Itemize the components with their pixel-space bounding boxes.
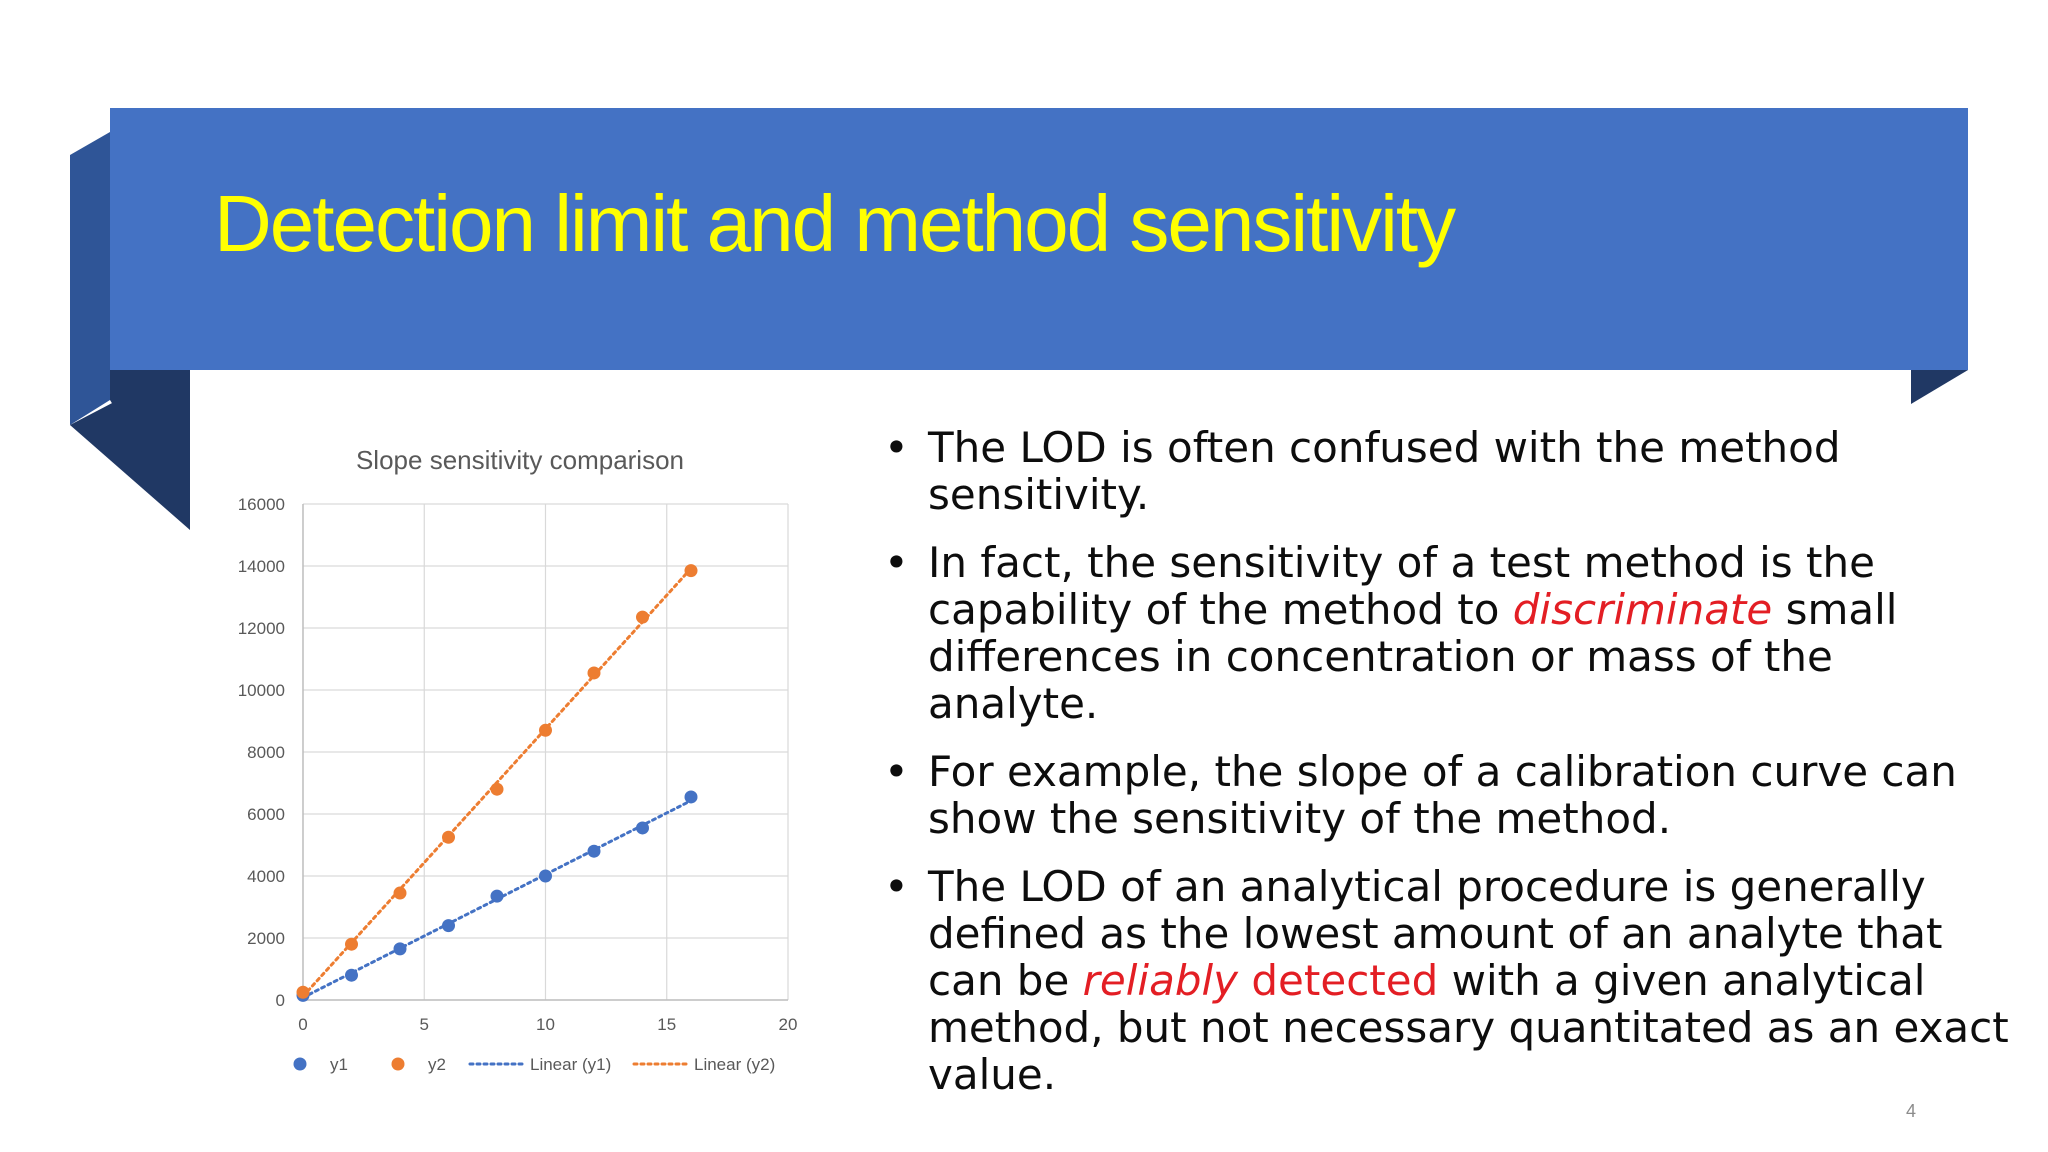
data-point-y2 [345,937,358,951]
legend-marker [293,1057,307,1071]
trendline-y2 [301,566,693,998]
ribbon-left-tail [110,370,190,530]
bullet-item: The LOD of an analytical procedure is ge… [884,863,2014,1098]
data-point-y2 [539,723,552,737]
data-point-y1 [490,889,504,903]
bullet-text: The LOD is often confused with the metho… [928,423,1841,519]
y-tick-label: 4000 [247,867,285,886]
x-tick-label: 20 [779,1015,798,1034]
data-point-y1 [539,869,552,883]
highlight-word: discriminate [1512,585,1773,634]
data-point-y2 [490,782,504,796]
bullet-text: In fact, the sensitivity of a test metho… [928,538,1875,634]
bullet-list: The LOD is often confused with the metho… [884,424,2014,1119]
data-point-y2 [636,610,649,624]
y-tick-label: 12000 [238,619,285,638]
y-tick-label: 6000 [247,805,285,824]
slide-title: Detection limit and method sensitivity [214,179,1456,268]
chart-legend: y1 y2 Linear (y1) Linear (y2) [293,1055,775,1074]
legend-label: Linear (y1) [530,1055,611,1074]
y-tick-label: 10000 [238,681,285,700]
page-number: 4 [1906,1101,1917,1121]
legend-label: y1 [330,1055,348,1074]
chart-gridlines [302,503,789,1001]
bullet-text: small differences in concentration or ma… [928,585,1898,728]
bullet-text: For example, the slope of a calibration … [928,747,1957,843]
highlight-word: detected [1238,956,1439,1005]
data-point-y1 [587,844,601,858]
legend-label: y2 [428,1055,446,1074]
chart-title: Slope sensitivity comparison [356,445,684,475]
chart-points [296,564,698,1002]
data-point-y2 [587,666,601,680]
y-tick-label: 2000 [247,929,285,948]
data-point-y1 [442,919,455,933]
highlight-word: reliably [1082,956,1239,1005]
ribbon-left-fold [70,132,110,425]
x-tick-label: 0 [298,1015,307,1034]
bullet-text: The LOD of an analytical procedure is ge… [928,862,1943,1005]
data-point-y2 [393,886,407,900]
legend-marker [391,1057,405,1071]
y-tick-label: 16000 [238,495,285,514]
title-banner [110,108,1968,370]
legend-label: Linear (y2) [694,1055,775,1074]
data-point-y2 [684,564,698,578]
bullet-text: with a given analytical method, but not … [928,956,2009,1099]
data-point-y2 [296,985,310,999]
ribbon-right-shadow [1911,370,1968,404]
data-point-y1 [345,968,358,982]
y-tick-label: 14000 [238,557,285,576]
y-tick-label: 8000 [247,743,285,762]
bullet-item: In fact, the sensitivity of a test metho… [884,539,2014,727]
scatter-chart: Slope sensitivity comparison 0 5 10 15 20 0 20… [238,445,798,1074]
data-point-y2 [442,830,455,844]
bullet-item: For example, the slope of a calibration … [884,748,2014,842]
data-point-y1 [636,821,649,835]
x-tick-label: 5 [420,1015,429,1034]
bullet-item: The LOD is often confused with the metho… [884,424,2014,518]
x-tick-label: 15 [657,1015,676,1034]
chart-axes: 0 5 10 15 20 0 2000 4000 6000 8000 10000 12000 14000… [238,495,798,1034]
data-point-y1 [684,790,698,804]
x-tick-label: 10 [536,1015,555,1034]
data-point-y1 [393,942,407,956]
y-tick-label: 0 [276,991,285,1010]
